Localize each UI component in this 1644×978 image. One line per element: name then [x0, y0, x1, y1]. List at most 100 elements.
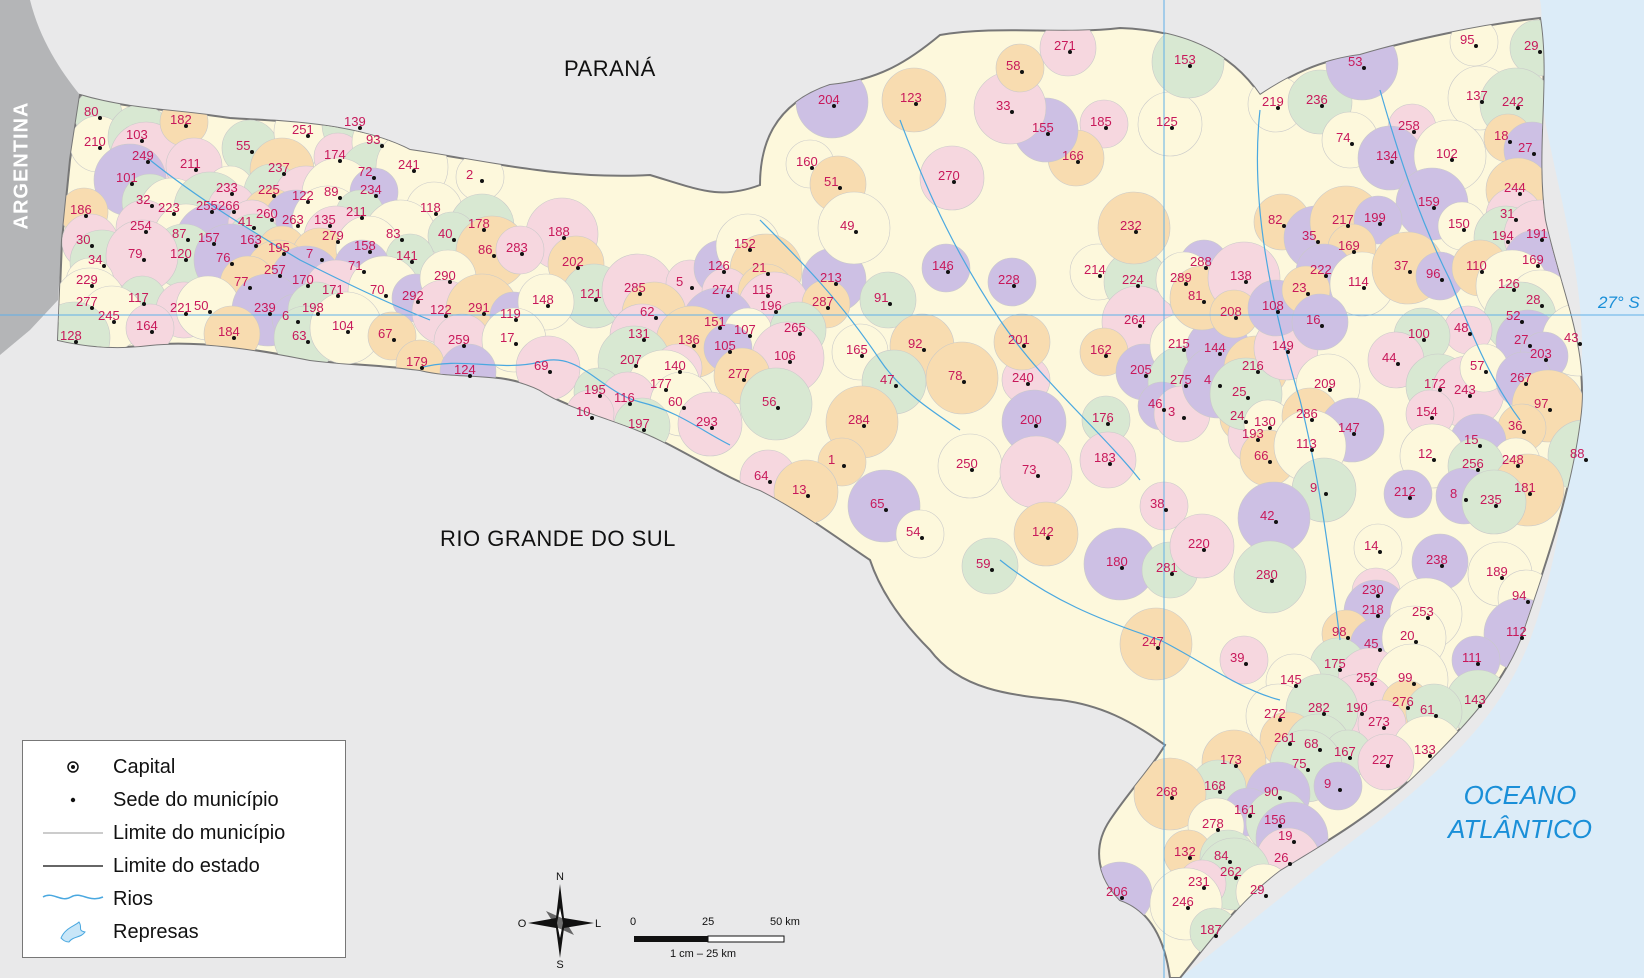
municipality-area: [925, 341, 999, 415]
scale-tick-0: 0: [630, 916, 637, 928]
municipality-seat-dot: [146, 160, 150, 164]
municipality-number-label: 208: [1220, 304, 1242, 319]
municipality-number-label: 145: [1280, 672, 1302, 687]
municipality-number-label: 189: [1486, 564, 1508, 579]
seat-dot-icon: [23, 786, 113, 814]
municipality-number-label: 91: [874, 290, 888, 305]
municipality-seat-dot: [722, 270, 726, 274]
municipality-seat-dot: [1464, 498, 1468, 502]
municipality-number-label: 55: [236, 138, 250, 153]
municipality-seat-dot: [1516, 464, 1520, 468]
municipality-seat-dot: [1524, 382, 1528, 386]
municipality-number-label: 31: [1500, 206, 1514, 221]
municipality-seat-dot: [462, 344, 466, 348]
municipality-number-label: 239: [254, 300, 276, 315]
municipality-number-label: 265: [784, 320, 806, 335]
municipality-number-label: 40: [438, 226, 452, 241]
municipality-number-label: 27: [1514, 332, 1528, 347]
municipality-seat-dot: [1214, 934, 1218, 938]
municipality-area: [1013, 501, 1079, 567]
municipality-number-label: 216: [1242, 358, 1264, 373]
municipality-seat-dot: [1578, 342, 1582, 346]
municipality-number-label: 200: [1020, 412, 1042, 427]
municipality-seat-dot: [842, 464, 846, 468]
municipality-seat-dot: [306, 134, 310, 138]
municipality-number-label: 13: [792, 482, 806, 497]
municipality-seat-dot: [810, 166, 814, 170]
municipality-number-label: 164: [136, 318, 158, 333]
municipality-seat-dot: [112, 320, 116, 324]
municipality-seat-dot: [1278, 824, 1282, 828]
municipality-number-label: 46: [1148, 396, 1162, 411]
municipality-seat-dot: [296, 224, 300, 228]
municipality-seat-dot: [1188, 856, 1192, 860]
municipality-number-label: 289: [1170, 270, 1192, 285]
municipality-seat-dot: [1382, 726, 1386, 730]
municipality-number-label: 225: [258, 182, 280, 197]
municipality-number-label: 36: [1508, 418, 1522, 433]
label-ocean: OCEANO ATLÂNTICO: [1420, 778, 1620, 846]
municipality-number-label: 122: [292, 188, 314, 203]
municipality-number-label: 259: [448, 332, 470, 347]
municipality-number-label: 130: [1254, 414, 1276, 429]
municipality-seat-dot: [150, 330, 154, 334]
municipality-number-label: 274: [712, 282, 734, 297]
municipality-number-label: 62: [640, 304, 654, 319]
municipality-seat-dot: [806, 494, 810, 498]
municipality-number-label: 193: [1242, 426, 1264, 441]
municipality-seat-dot: [1408, 496, 1412, 500]
municipality-number-label: 179: [406, 354, 428, 369]
municipality-number-label: 266: [218, 198, 240, 213]
municipality-seat-dot: [1244, 280, 1248, 284]
municipality-number-label: 88: [1570, 446, 1584, 461]
municipality-seat-dot: [140, 139, 144, 143]
municipality-seat-dot: [1184, 282, 1188, 286]
municipality-seat-dot: [1478, 704, 1482, 708]
municipality-seat-dot: [1440, 278, 1444, 282]
compass-s: S: [556, 959, 563, 970]
municipality-seat-dot: [1500, 576, 1504, 580]
municipality-number-label: 97: [1534, 396, 1548, 411]
municipality-seat-dot: [1362, 286, 1366, 290]
municipality-seat-dot: [1328, 388, 1332, 392]
municipality-seat-dot: [776, 406, 780, 410]
municipality-seat-dot: [1202, 886, 1206, 890]
municipality-number-label: 121: [580, 286, 602, 301]
municipality-seat-dot: [1536, 264, 1540, 268]
municipality-number-label: 268: [1156, 784, 1178, 799]
municipality-seat-dot: [1046, 132, 1050, 136]
municipality-number-label: 81: [1188, 288, 1202, 303]
municipality-number-label: 248: [1502, 452, 1524, 467]
municipality-number-label: 203: [1530, 346, 1552, 361]
municipality-number-label: 178: [468, 216, 490, 231]
municipality-number-label: 174: [324, 147, 346, 162]
municipality-number-label: 264: [1124, 312, 1146, 327]
capital-icon: [23, 753, 113, 781]
municipality-seat-dot: [1218, 384, 1222, 388]
municipality-seat-dot: [282, 252, 286, 256]
municipality-number-label: 57: [1470, 358, 1484, 373]
municipality-number-label: 204: [818, 92, 840, 107]
municipality-number-label: 29: [1250, 882, 1264, 897]
municipality-number-label: 139: [344, 114, 366, 129]
municipality-seat-dot: [1204, 266, 1208, 270]
municipality-seat-dot: [1544, 358, 1548, 362]
municipality-seat-dot: [1480, 270, 1484, 274]
ocean-area: [1180, 0, 1644, 978]
municipality-number-label: 63: [292, 328, 306, 343]
municipality-seat-dot: [1426, 616, 1430, 620]
municipality-number-label: 67: [378, 326, 392, 341]
municipality-seat-dot: [1540, 238, 1544, 242]
municipality-number-label: 124: [454, 362, 476, 377]
municipality-number-label: 32: [136, 192, 150, 207]
municipality-number-label: 246: [1172, 894, 1194, 909]
legend-rios: Rios: [23, 885, 345, 913]
scale-bar: 0 25 50 km 1 cm – 25 km: [630, 916, 812, 966]
municipality-seat-dot: [1306, 768, 1310, 772]
municipality-seat-dot: [1282, 224, 1286, 228]
municipality-seat-dot: [1412, 682, 1416, 686]
municipality-seat-dot: [576, 266, 580, 270]
municipality-seat-dot: [718, 326, 722, 330]
municipality-seat-dot: [362, 270, 366, 274]
river: [1379, 89, 1521, 421]
